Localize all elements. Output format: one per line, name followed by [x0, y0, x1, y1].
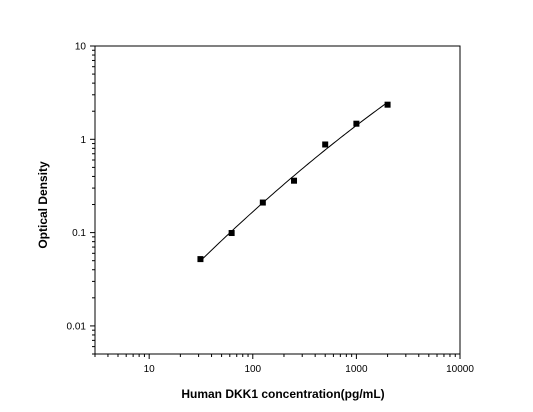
x-tick-label: 10000: [446, 364, 474, 375]
data-point: [353, 120, 360, 127]
data-point: [322, 141, 329, 148]
y-axis-title: Optical Density: [36, 161, 50, 249]
data-point: [291, 177, 298, 184]
data-points-layer: [197, 101, 391, 263]
y-tick-label: 0.1: [72, 228, 86, 239]
data-point: [384, 101, 391, 108]
y-tick-label: 10: [75, 42, 87, 53]
y-axis: 0.01 0.1 1 10: [67, 42, 95, 355]
y-tick-label: 0.01: [67, 321, 87, 332]
y-tick-label: 1: [80, 135, 86, 146]
x-tick-label: 10: [144, 364, 156, 375]
plot-area: [94, 45, 461, 355]
x-axis-title: Human DKK1 concentration(pg/mL): [181, 387, 384, 401]
data-point: [228, 230, 235, 237]
x-axis: 10 100 1000 10000: [94, 354, 474, 375]
x-tick-label: 100: [244, 364, 261, 375]
x-tick-label: 1000: [345, 364, 368, 375]
data-point: [197, 256, 204, 263]
plot-border: [94, 45, 461, 355]
data-point: [259, 199, 266, 206]
